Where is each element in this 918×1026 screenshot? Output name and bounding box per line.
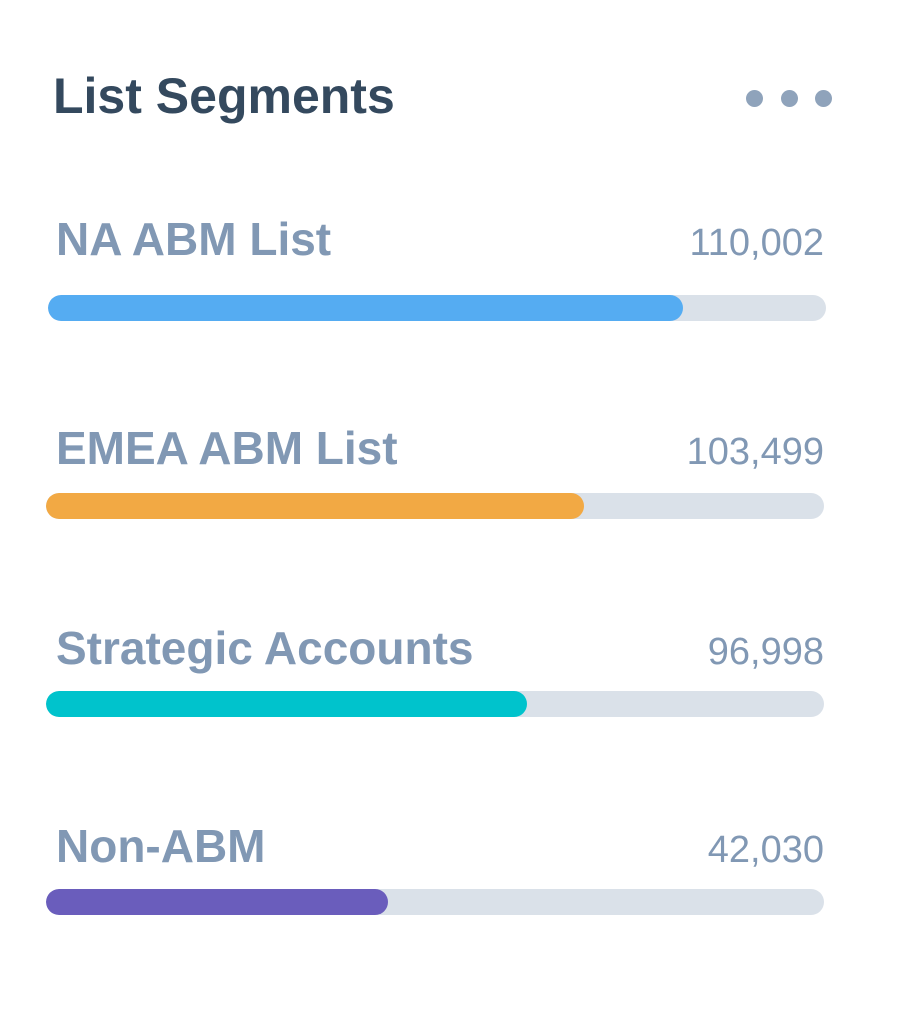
segment-count: 96,998	[707, 631, 824, 673]
segment-progress-track	[48, 295, 826, 321]
segment-progress-fill	[48, 295, 683, 321]
segment-progress-fill	[46, 493, 585, 519]
segment-progress-track	[46, 493, 824, 519]
segment-label: Non-ABM	[56, 820, 266, 872]
widget-title: List Segments	[53, 68, 395, 124]
segment-count: 110,002	[689, 222, 824, 264]
more-horizontal-icon	[815, 89, 832, 107]
segment-count: 42,030	[707, 829, 824, 871]
segment-label: EMEA ABM List	[56, 422, 398, 474]
segment-strategic-accounts[interactable]: Strategic Accounts 96,998	[46, 621, 828, 731]
segment-label: NA ABM List	[56, 213, 332, 265]
segment-progress-fill	[46, 889, 389, 915]
segment-non-abm[interactable]: Non-ABM 42,030	[46, 819, 828, 929]
segment-count: 103,499	[686, 431, 824, 473]
more-horizontal-icon	[780, 89, 798, 107]
segment-progress-fill	[46, 691, 527, 717]
more-horizontal-icon	[746, 89, 763, 107]
segment-emea-abm-list[interactable]: EMEA ABM List 103,499	[46, 421, 828, 531]
segment-progress-track	[46, 691, 824, 717]
segment-label: Strategic Accounts	[56, 622, 474, 674]
more-options-button[interactable]	[738, 84, 832, 112]
segment-na-abm-list[interactable]: NA ABM List 110,002	[46, 212, 828, 322]
segment-progress-track	[46, 889, 824, 915]
